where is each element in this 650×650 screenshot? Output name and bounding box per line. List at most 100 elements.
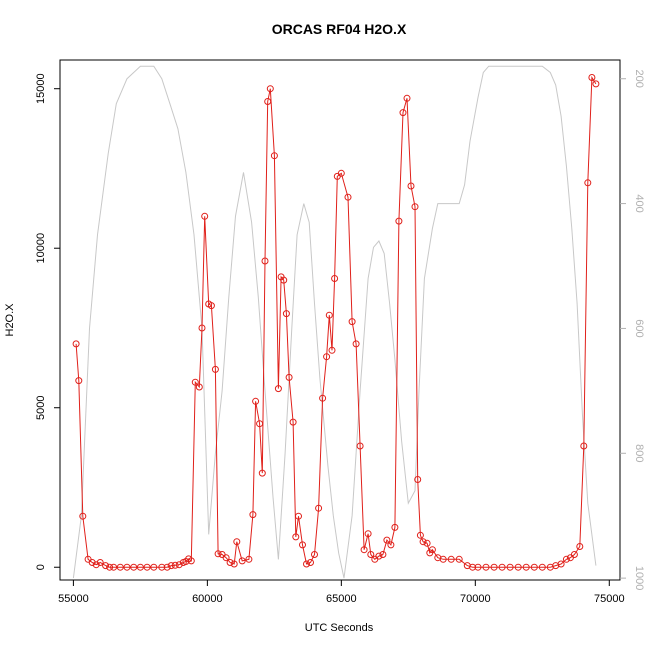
- data-point: [414, 476, 422, 483]
- data-point: [490, 563, 498, 571]
- data-point: [163, 563, 171, 571]
- data-point: [191, 378, 199, 386]
- data-point: [337, 169, 345, 177]
- data-point: [303, 560, 310, 568]
- data-point: [92, 561, 100, 569]
- data-point: [407, 182, 415, 190]
- x-axis: 55000 60000 65000 70000 75000: [58, 580, 625, 605]
- data-point: [88, 559, 96, 566]
- data-point: [252, 397, 260, 405]
- data-point: [211, 365, 219, 373]
- y2-tick-label: 200: [633, 70, 645, 88]
- data-point: [256, 420, 264, 428]
- data-point: [367, 551, 375, 558]
- data-point: [266, 85, 274, 93]
- data-point: [207, 302, 215, 310]
- data-point: [230, 560, 238, 568]
- data-point: [167, 562, 175, 570]
- data-point: [570, 551, 578, 558]
- secondary-y-axis: 200 400 600 800 1000: [620, 70, 645, 590]
- y-axis-label: H2O.X: [4, 303, 16, 337]
- y-tick-label: 5000: [35, 395, 47, 419]
- y-tick-label: 10000: [35, 233, 47, 264]
- data-point: [557, 560, 565, 568]
- data-point: [280, 276, 288, 284]
- data-point: [198, 324, 206, 332]
- data-point: [482, 563, 490, 571]
- data-point: [116, 563, 124, 571]
- chart-title: ORCAS RF04 H2O.X: [272, 21, 407, 37]
- data-point: [226, 559, 234, 566]
- y-tick-label: 15000: [35, 73, 47, 104]
- plot-frame: [59, 59, 621, 581]
- data-point: [360, 546, 368, 554]
- data-point: [387, 541, 395, 549]
- data-point: [238, 557, 246, 565]
- data-point: [102, 562, 110, 570]
- data-point: [584, 179, 592, 187]
- data-point: [264, 98, 272, 105]
- data-point: [428, 546, 436, 554]
- data-point: [352, 340, 360, 348]
- data-point: [201, 212, 209, 220]
- data-point: [249, 511, 257, 519]
- series-line-h2o: [75, 75, 597, 568]
- data-point: [307, 559, 314, 566]
- data-point: [356, 442, 364, 450]
- x-axis-label: UTC Seconds: [305, 622, 374, 634]
- data-point: [110, 563, 118, 571]
- data-point: [245, 555, 253, 563]
- data-point: [171, 561, 179, 569]
- data-point: [506, 563, 514, 571]
- data-point: [299, 541, 306, 549]
- data-point: [150, 563, 158, 571]
- data-point: [175, 561, 183, 569]
- data-point: [447, 555, 455, 563]
- data-point: [295, 512, 302, 520]
- data-point: [419, 538, 427, 546]
- data-point: [282, 310, 290, 318]
- data-point: [364, 530, 372, 538]
- data-point: [391, 523, 399, 531]
- data-point: [285, 373, 293, 381]
- x-tick-label: 60000: [192, 593, 223, 605]
- data-point: [344, 193, 352, 201]
- data-point: [399, 109, 407, 117]
- data-point: [96, 559, 104, 566]
- data-point: [136, 563, 144, 571]
- data-point: [348, 318, 356, 326]
- data-point: [274, 385, 282, 393]
- data-point: [214, 550, 222, 558]
- data-point: [106, 563, 114, 571]
- data-point: [379, 551, 387, 558]
- data-point: [323, 353, 331, 361]
- y2-tick-label: 400: [633, 194, 645, 212]
- data-point: [143, 563, 151, 571]
- data-point: [580, 442, 588, 450]
- data-point: [383, 536, 391, 544]
- data-point: [292, 533, 300, 541]
- data-point: [439, 555, 447, 563]
- data-point: [123, 563, 131, 571]
- data-point: [289, 418, 297, 426]
- data-point: [423, 539, 431, 547]
- y2-tick-label: 1000: [633, 566, 645, 590]
- data-point: [222, 554, 230, 562]
- data-point: [538, 563, 546, 571]
- data-point: [588, 74, 596, 81]
- x-tick-label: 70000: [460, 593, 491, 605]
- data-point: [469, 563, 477, 571]
- x-tick-label: 55000: [58, 593, 89, 605]
- data-point: [187, 557, 195, 565]
- series-line-secondary: [72, 65, 597, 579]
- data-point: [562, 555, 570, 563]
- data-point: [416, 531, 424, 539]
- data-point: [130, 563, 138, 571]
- data-point: [474, 563, 482, 571]
- data-point: [455, 555, 463, 563]
- data-point: [411, 203, 419, 211]
- data-point: [522, 563, 530, 571]
- data-point: [514, 563, 522, 571]
- y2-tick-label: 600: [633, 319, 645, 337]
